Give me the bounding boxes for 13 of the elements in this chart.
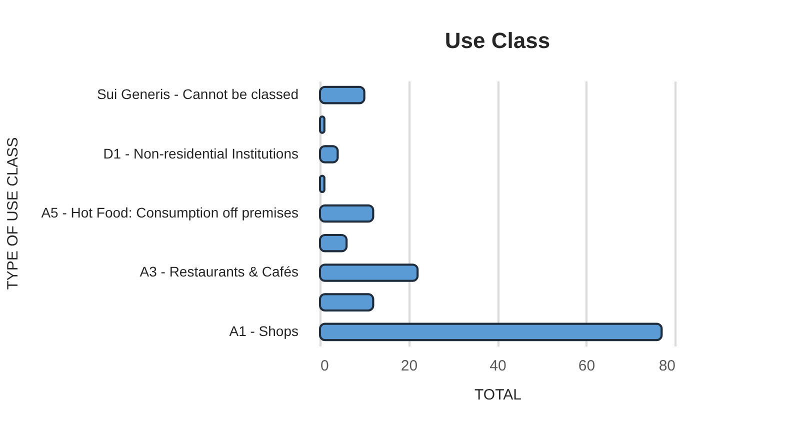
y-tick-label: A5 - Hot Food: Consumption off premises xyxy=(41,204,298,220)
x-tick-label: 40 xyxy=(490,358,506,374)
x-tick-label: 20 xyxy=(400,358,418,374)
y-axis-title: TYPE OF USE CLASS xyxy=(4,137,22,290)
y-tick-label: A3 - Restaurants & Cafés xyxy=(140,264,298,280)
y-tick-label: D1 - Non-residential Institutions xyxy=(103,145,298,162)
chart-title: Use Class xyxy=(444,28,550,53)
x-tick-label: 0 xyxy=(320,358,329,374)
x-tick-label: 60 xyxy=(578,358,596,374)
y-tick-label: A1 - Shops xyxy=(229,322,298,339)
x-tick-label: 80 xyxy=(658,358,676,374)
y-tick-label: Sui Generis - Cannot be classed xyxy=(96,86,298,102)
x-axis-title: TOTAL xyxy=(474,386,522,404)
